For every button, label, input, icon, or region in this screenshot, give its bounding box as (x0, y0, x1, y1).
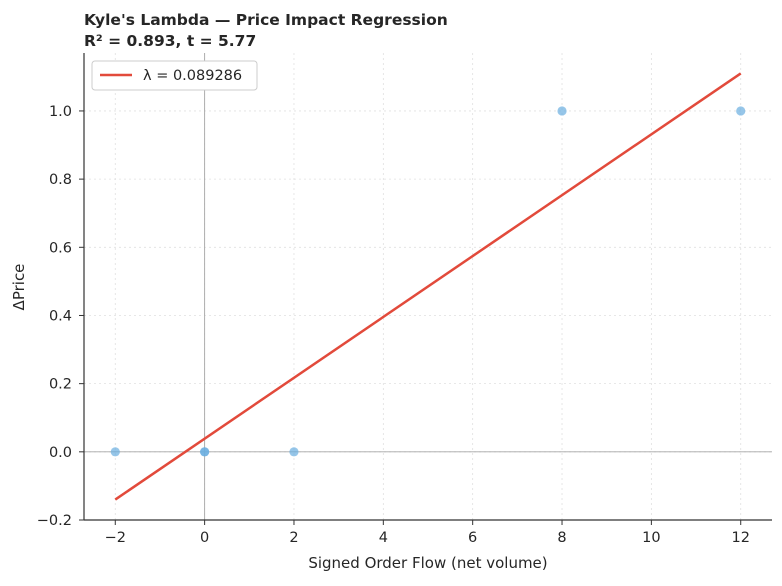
x-tick-label: 10 (642, 530, 660, 546)
scatter-point (736, 106, 746, 116)
legend: λ = 0.089286 (91, 60, 258, 91)
legend-label: λ = 0.089286 (143, 68, 242, 84)
x-tick-label: 2 (289, 530, 298, 546)
x-tick-label: 12 (732, 530, 750, 546)
scatter-points (110, 106, 746, 457)
x-tick-label: 4 (379, 530, 388, 546)
y-tick-label: 0.6 (49, 240, 72, 256)
y-axis-label: ΔPrice (10, 264, 28, 311)
x-tick-label: 8 (557, 530, 566, 546)
chart-subtitle: R² = 0.893, t = 5.77 (84, 32, 256, 50)
legend-box (91, 60, 258, 91)
chart-title: Kyle's Lambda — Price Impact Regression (84, 11, 448, 29)
scatter-point (289, 447, 299, 457)
x-axis-label: Signed Order Flow (net volume) (308, 554, 547, 572)
axes (79, 53, 772, 525)
tick-labels: −2 0 2 4 6 8 10 12 −0.2 0.0 0.2 0.4 0.6 0.8 1.0 (37, 104, 750, 546)
regression-line (114, 72, 742, 501)
scatter-point (110, 447, 120, 457)
scatter-point (557, 106, 567, 116)
x-tick-label: −2 (105, 530, 126, 546)
y-tick-label: −0.2 (37, 513, 72, 529)
x-tick-label: 0 (200, 530, 209, 546)
y-tick-label: 0.2 (49, 377, 72, 393)
regression-line-group (114, 72, 742, 501)
x-tick-label: 6 (468, 530, 477, 546)
y-tick-label: 0.4 (49, 308, 72, 324)
y-tick-label: 1.0 (49, 104, 72, 120)
y-tick-label: 0.0 (49, 445, 72, 461)
scatter-point (200, 447, 210, 457)
reference-lines (84, 53, 772, 520)
y-tick-label: 0.8 (49, 172, 72, 188)
